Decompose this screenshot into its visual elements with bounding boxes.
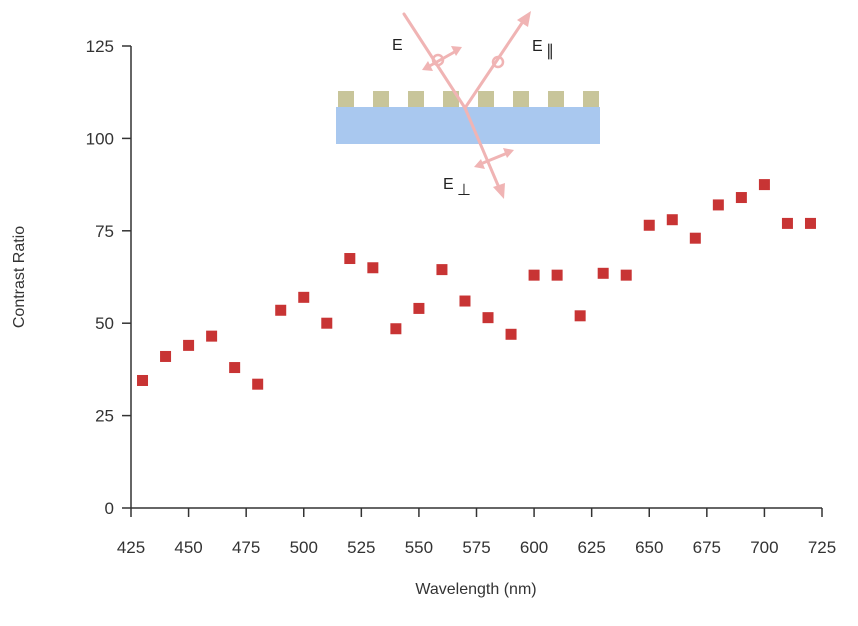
transmitted-field-arrow [476,150,512,167]
data-point [574,310,586,322]
x-tick-label: 550 [405,538,433,557]
transmitted-beam [463,106,502,192]
x-tick-label: 500 [290,538,318,557]
data-point [804,217,816,229]
data-point [436,264,448,276]
data-point [298,291,310,303]
data-point [551,269,563,281]
y-tick-label: 50 [95,314,114,333]
data-point [505,328,517,340]
data-point [390,323,402,335]
y-tick-label: 0 [105,499,114,518]
data-point [206,330,218,342]
incident-beam [402,12,467,110]
incident-field-arrowhead [451,46,462,56]
y-ticks: 0 25 50 75 100 125 [86,37,131,518]
x-ticks: 425 450 475 500 525 550 575 600 625 650 675 700 725 [117,508,836,557]
wire [373,91,389,107]
x-tick-label: 425 [117,538,145,557]
wire [513,91,529,107]
x-tick-label: 600 [520,538,548,557]
data-point [183,339,195,351]
data-points [137,179,816,390]
incident-field-label: E [392,37,403,54]
data-point [528,269,540,281]
data-point [275,304,287,316]
y-axis-title: Contrast Ratio [11,226,28,328]
data-point [252,378,264,390]
x-tick-label: 725 [808,538,836,557]
data-point [459,295,471,307]
wire [583,91,599,107]
data-point [160,350,172,362]
wire [548,91,564,107]
data-point [137,374,149,386]
wire [338,91,354,107]
x-axis-title: Wavelength (nm) [415,581,536,598]
x-tick-label: 525 [347,538,375,557]
data-point [781,217,793,229]
polarizer-diagram: E E ∥ E ⊥ [336,11,600,199]
incident-field-dot [431,53,445,67]
y-tick-label: 125 [86,37,114,56]
transmitted-field-arrowhead [474,159,485,169]
incident-field-arrowhead [422,61,433,71]
wire [478,91,494,107]
reflected-field-label: E [532,38,543,55]
reflected-field-dot [491,55,505,69]
transmitted-field-label: E [443,176,454,193]
beam-arrows [402,11,531,199]
wire-grid [338,91,599,107]
x-tick-label: 450 [174,538,202,557]
data-point [666,214,678,226]
data-point [344,253,356,265]
y-tick-label: 100 [86,129,114,148]
x-tick-label: 700 [750,538,778,557]
x-tick-label: 675 [693,538,721,557]
transmitted-field-arrowhead [503,148,514,158]
data-point [712,199,724,211]
reflected-field-subscript: ∥ [546,43,554,60]
data-point [735,192,747,204]
y-tick-label: 25 [95,407,114,426]
data-point [367,262,379,274]
x-tick-label: 625 [577,538,605,557]
data-point [597,267,609,279]
transmitted-field-subscript: ⊥ [457,182,471,199]
data-point [482,312,494,324]
data-point [758,179,770,191]
data-point [413,302,425,314]
transmitted-arrowhead [493,183,505,199]
x-tick-label: 650 [635,538,663,557]
reflected-arrowhead [517,11,531,27]
y-tick-label: 75 [95,222,114,241]
data-point [689,232,701,244]
data-point [620,269,632,281]
data-point [643,219,655,231]
x-tick-label: 575 [462,538,490,557]
wire [408,91,424,107]
x-tick-label: 475 [232,538,260,557]
data-point [229,362,241,374]
data-point [321,317,333,329]
